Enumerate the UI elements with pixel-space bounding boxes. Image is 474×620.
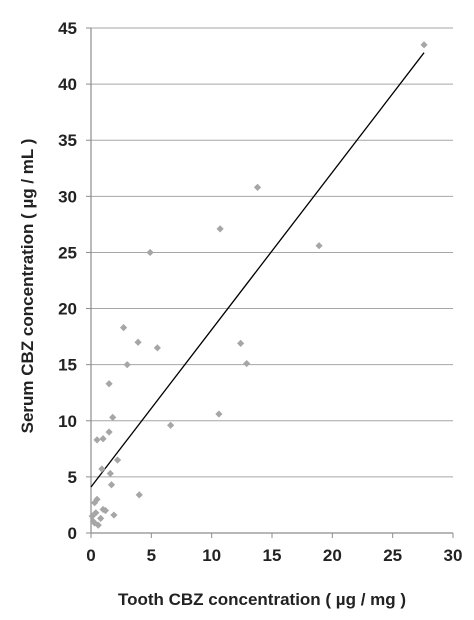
data-point-12 (101, 506, 110, 515)
y-tick-label-10: 10 (58, 412, 77, 431)
data-point-21 (123, 361, 131, 369)
data-point-24 (146, 248, 154, 257)
data-point-28 (216, 225, 224, 233)
x-tick-label-0: 0 (86, 546, 95, 565)
trendline (90, 52, 425, 488)
y-tick-label-25: 25 (58, 243, 77, 262)
data-point-10 (99, 435, 107, 443)
y-tick-label-5: 5 (68, 468, 77, 487)
data-point-20 (119, 324, 128, 332)
data-point-18 (110, 511, 118, 519)
x-tick-label-15: 15 (263, 546, 282, 565)
data-point-2 (91, 499, 99, 507)
data-point-23 (135, 491, 143, 499)
y-axis-title: Serum CBZ concentration ( µg / mL ) (18, 139, 37, 434)
gridlines (91, 27, 453, 478)
data-point-29 (237, 339, 245, 347)
y-tick-label-45: 45 (58, 19, 77, 38)
data-points (88, 41, 428, 529)
x-tick-label-10: 10 (202, 546, 221, 565)
data-point-22 (134, 338, 142, 346)
data-point-4 (92, 509, 100, 517)
y-tick-label-0: 0 (68, 524, 77, 543)
data-point-6 (94, 521, 102, 529)
data-point-19 (113, 456, 122, 464)
trendline-layer (90, 52, 425, 488)
data-point-14 (105, 428, 113, 436)
y-tick-label-20: 20 (58, 300, 77, 319)
data-point-0 (88, 512, 96, 520)
axes (86, 27, 454, 538)
data-point-26 (167, 421, 175, 429)
y-tick-label-35: 35 (58, 131, 77, 150)
x-tick-label-30: 30 (444, 546, 463, 565)
x-axis-title: Tooth CBZ concentration ( µg / mg ) (118, 590, 406, 609)
data-point-8 (97, 514, 105, 523)
x-tick-label-25: 25 (383, 546, 402, 565)
y-tick-label-30: 30 (58, 187, 77, 206)
data-point-27 (215, 410, 223, 418)
data-point-33 (420, 41, 428, 49)
x-tick-label-20: 20 (323, 546, 342, 565)
data-point-7 (93, 436, 101, 444)
y-tick-label-15: 15 (58, 356, 77, 375)
data-point-15 (106, 469, 114, 478)
tick-labels: 0 5 10 15 20 25 30 35 40 45 0 5 10 15 20 25 30 (58, 19, 462, 565)
data-point-9 (98, 465, 106, 473)
data-point-25 (153, 344, 161, 352)
data-point-13 (105, 380, 113, 388)
y-tick-label-40: 40 (58, 75, 77, 94)
data-point-5 (93, 495, 101, 503)
data-point-32 (315, 242, 323, 250)
data-point-16 (107, 481, 116, 489)
x-tick-label-5: 5 (147, 546, 156, 565)
data-point-30 (243, 359, 251, 368)
data-point-31 (253, 183, 262, 191)
data-point-17 (109, 413, 117, 422)
